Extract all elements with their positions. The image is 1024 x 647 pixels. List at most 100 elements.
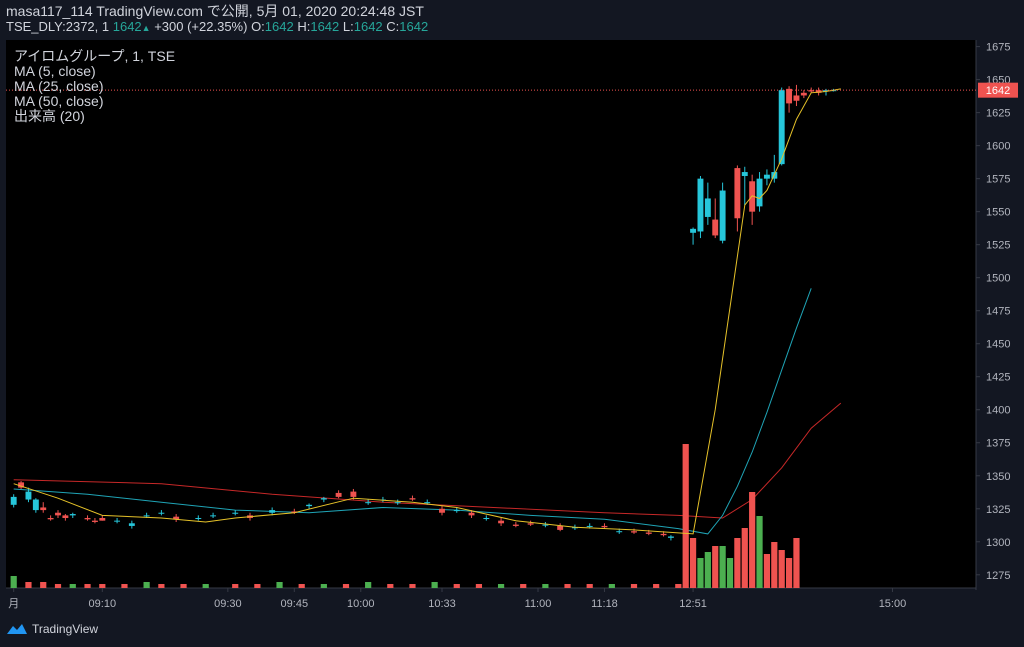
time-tick-label: 09:45 xyxy=(281,598,309,610)
volume-bar xyxy=(365,582,372,588)
open-label: O: xyxy=(251,19,265,34)
candle-body xyxy=(409,498,416,500)
volume-bar xyxy=(741,528,748,588)
candle-body xyxy=(232,512,239,514)
volume-bar xyxy=(276,582,283,588)
legend-title: アイロムグループ, 1, TSE xyxy=(14,48,176,64)
volume-bar xyxy=(387,584,394,588)
candle-body xyxy=(25,491,32,500)
price-tick-label: 1525 xyxy=(986,240,1010,252)
price-tick-label: 1475 xyxy=(986,306,1010,318)
symbol-quote: TSE_DLY:2372, 1 1642▲ +300 (+22.35%) O:1… xyxy=(6,19,428,36)
candle-body xyxy=(586,525,593,527)
ma5-line xyxy=(13,88,841,535)
volume-bar xyxy=(697,558,704,588)
ma50-layer xyxy=(13,402,842,519)
volume-bar xyxy=(749,492,756,588)
price-tick-label: 1500 xyxy=(986,273,1010,285)
candle-body xyxy=(91,520,98,522)
chart-header: masa117_114 TradingView.com で公開, 5月 01, … xyxy=(6,3,428,36)
volume-bar xyxy=(542,584,549,588)
time-tick-label: 09:10 xyxy=(89,598,117,610)
tradingview-logo[interactable]: TradingView xyxy=(6,622,98,636)
chart-legend: アイロムグループ, 1, TSE MA (5, close) MA (25, c… xyxy=(14,49,175,124)
candle-body xyxy=(439,508,445,513)
volume-bar xyxy=(254,584,261,588)
ma50-line xyxy=(13,402,842,519)
candle-body xyxy=(527,523,534,525)
candle-body xyxy=(18,482,25,488)
price-tick-label: 1450 xyxy=(986,339,1010,351)
time-tick-label: 09:30 xyxy=(214,598,242,610)
candle-body xyxy=(69,514,76,516)
up-arrow-icon: ▲ xyxy=(141,23,151,33)
plot-background xyxy=(6,40,976,588)
volume-layer xyxy=(10,444,800,588)
candle-body xyxy=(84,518,91,520)
volume-bar xyxy=(121,584,128,588)
candle-body xyxy=(114,520,121,522)
volume-bar xyxy=(25,582,32,588)
candle-body xyxy=(99,518,106,521)
volume-bar xyxy=(143,582,150,588)
candle-body xyxy=(631,531,637,533)
price-tick-label: 1425 xyxy=(986,372,1010,384)
volume-bar xyxy=(778,550,785,588)
candle-body xyxy=(645,532,652,534)
volume-bar xyxy=(431,582,438,588)
candle-body xyxy=(335,492,342,497)
candle-body xyxy=(542,524,549,526)
candle-body xyxy=(800,92,807,96)
candle-body xyxy=(734,168,741,219)
candle-body xyxy=(394,502,401,504)
candle-body xyxy=(350,491,357,497)
ma25-line xyxy=(13,288,812,535)
candle-body xyxy=(793,95,800,101)
price-chart[interactable]: 1275 1300 1325 1350 1375 1400 1425 1450 1475 1500… xyxy=(0,40,1024,647)
candle-body xyxy=(47,518,54,520)
volume-bar xyxy=(10,576,17,588)
volume-bar xyxy=(564,584,571,588)
low-value: 1642 xyxy=(353,19,383,34)
volume-bar xyxy=(202,584,209,588)
time-axis: 月 09:10 09:30 09:45 10:00 10:33 11:00 11:18 12:5… xyxy=(8,588,906,610)
symbol-label: TSE_DLY:2372, 1 xyxy=(6,19,110,34)
candle-body xyxy=(697,178,704,232)
candle-body xyxy=(269,510,276,513)
candle-body xyxy=(690,228,697,233)
volume-bar xyxy=(675,584,682,588)
candle-body xyxy=(210,515,217,517)
candle-body xyxy=(320,498,327,500)
candle-body xyxy=(719,190,726,241)
open-value: 1642 xyxy=(264,19,294,34)
candle-body xyxy=(453,510,460,512)
volume-bar xyxy=(298,584,305,588)
low-label: L: xyxy=(342,19,354,34)
price-tick-label: 1275 xyxy=(986,570,1010,582)
candle-body xyxy=(365,502,372,504)
candle-body xyxy=(601,525,608,528)
candle-body xyxy=(704,198,711,217)
volume-bar xyxy=(158,584,165,588)
candle-body xyxy=(173,516,180,520)
volume-bar xyxy=(40,582,47,588)
last-price-marker xyxy=(978,82,1018,98)
volume-bar xyxy=(409,584,416,588)
high-label: H: xyxy=(297,19,311,34)
legend-ma50: MA (50, close) xyxy=(14,93,104,109)
volume-bar xyxy=(99,584,106,588)
time-tick-label: 10:33 xyxy=(428,598,456,610)
candle-body xyxy=(808,90,815,92)
tradingview-brand: TradingView xyxy=(32,622,99,636)
volume-bar xyxy=(320,584,327,588)
ma5-layer xyxy=(13,88,841,535)
legend-ma5: MA (5, close) xyxy=(14,63,96,79)
volume-bar xyxy=(712,546,719,588)
time-tick-label: 12:51 xyxy=(679,598,707,610)
volume-bar xyxy=(232,584,239,588)
candle-body xyxy=(483,518,490,520)
price-tick-label: 1325 xyxy=(986,504,1010,516)
candle-body xyxy=(128,523,135,526)
candle-body xyxy=(557,525,564,530)
volume-bar xyxy=(586,584,593,588)
